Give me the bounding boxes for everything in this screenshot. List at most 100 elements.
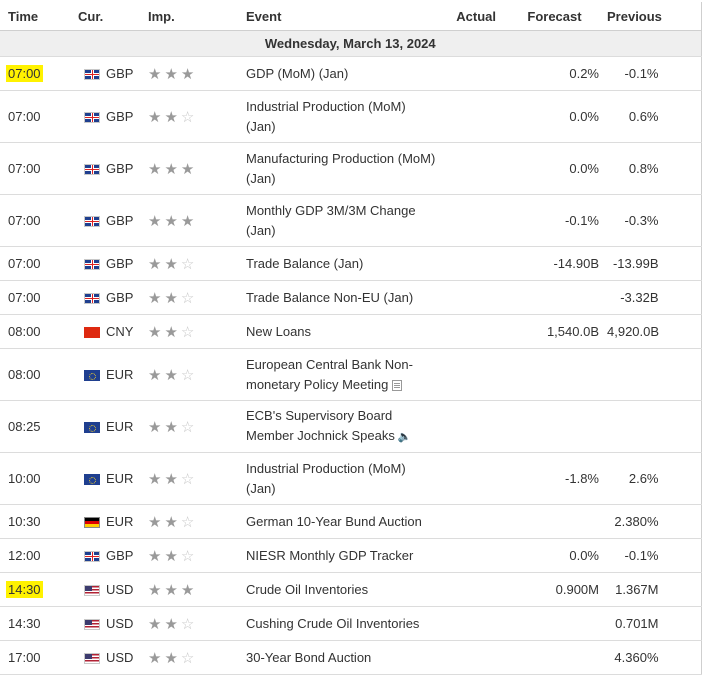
table-row[interactable]: 07:00 GBP ★ ★ ★ Monthly GDP 3M/3M Change (Jan… bbox=[0, 194, 702, 247]
event-name-link[interactable]: 30-Year Bond Auction bbox=[246, 649, 372, 665]
currency-code: GBP bbox=[106, 66, 134, 81]
cell-time: 08:25 bbox=[0, 400, 72, 453]
speaker-icon[interactable]: 🔈 bbox=[397, 431, 412, 443]
table-row[interactable]: 10:30 EUR ★ ★ ☆ German 10-Year Bund Auction 2.… bbox=[0, 504, 702, 539]
cell-forecast bbox=[502, 400, 607, 453]
flag-gb-icon bbox=[84, 216, 100, 228]
table-row[interactable]: 14:30 USD ★ ★ ☆ Cushing Crude Oil Inventories… bbox=[0, 606, 702, 641]
cell-forecast: 0.900M bbox=[502, 572, 607, 607]
event-time: 07:00 bbox=[8, 161, 41, 176]
cell-event[interactable]: New Loans bbox=[242, 314, 442, 349]
cell-event[interactable]: GDP (MoM) (Jan) bbox=[242, 56, 442, 91]
table-row[interactable]: 17:00 USD ★ ★ ☆ 30-Year Bond Auction 4.360% bbox=[0, 640, 702, 675]
table-row[interactable]: 07:00 GBP ★ ★ ☆ Trade Balance (Jan) -14.90B -13… bbox=[0, 246, 702, 281]
event-name-link[interactable]: Trade Balance (Jan) bbox=[246, 255, 364, 271]
cell-event[interactable]: Manufacturing Production (MoM) (Jan) bbox=[242, 142, 442, 195]
star-empty-icon: ☆ bbox=[180, 513, 195, 531]
document-icon[interactable] bbox=[392, 379, 403, 391]
event-name-link[interactable]: Manufacturing Production (MoM) (Jan) bbox=[246, 150, 436, 186]
event-name-link[interactable]: GDP (MoM) (Jan) bbox=[246, 65, 349, 81]
event-name-link[interactable]: Monthly GDP 3M/3M Change (Jan) bbox=[246, 202, 416, 238]
date-row: Wednesday, March 13, 2024 bbox=[0, 30, 702, 57]
cell-event[interactable]: Trade Balance (Jan) bbox=[242, 246, 442, 281]
cell-event[interactable]: Cushing Crude Oil Inventories bbox=[242, 606, 442, 641]
header-forecast[interactable]: Forecast bbox=[502, 2, 607, 31]
table-row[interactable]: 07:00 GBP ★ ★ ☆ Trade Balance Non-EU (Jan) -3.… bbox=[0, 280, 702, 315]
cell-time: 17:00 bbox=[0, 640, 72, 675]
header-event[interactable]: Event bbox=[242, 2, 442, 31]
cell-importance: ★ ★ ☆ bbox=[142, 246, 242, 281]
table-row[interactable]: 07:00 GBP ★ ★ ★ Manufacturing Production (MoM… bbox=[0, 142, 702, 195]
star-filled-icon: ★ bbox=[164, 470, 178, 488]
table-row[interactable]: 12:00 GBP ★ ★ ☆ NIESR Monthly GDP Tracker 0.0%… bbox=[0, 538, 702, 573]
currency-code: USD bbox=[106, 582, 134, 597]
cell-event[interactable]: NIESR Monthly GDP Tracker bbox=[242, 538, 442, 573]
event-time: 08:25 bbox=[8, 419, 41, 434]
cell-time: 10:00 bbox=[0, 452, 72, 505]
table-row[interactable]: 07:00 GBP ★ ★ ★ GDP (MoM) (Jan) 0.2% -0.1% bbox=[0, 56, 702, 91]
event-name-link[interactable]: Cushing Crude Oil Inventories bbox=[246, 615, 420, 631]
currency-code: EUR bbox=[106, 514, 134, 529]
cell-importance: ★ ★ ☆ bbox=[142, 640, 242, 675]
star-filled-icon: ★ bbox=[164, 615, 178, 633]
currency-code: EUR bbox=[106, 419, 134, 434]
table-row[interactable]: 14:30 USD ★ ★ ★ Crude Oil Inventories 0.900M 1.… bbox=[0, 572, 702, 607]
cell-forecast: 0.2% bbox=[502, 56, 607, 91]
event-time: 14:30 bbox=[8, 616, 41, 631]
cell-event[interactable]: Industrial Production (MoM) (Jan) bbox=[242, 452, 442, 505]
event-name-link[interactable]: Trade Balance Non-EU (Jan) bbox=[246, 289, 414, 305]
flag-gb-icon bbox=[84, 259, 100, 271]
header-actual[interactable]: Actual bbox=[442, 2, 502, 31]
cell-event[interactable]: European Central Bank Non-monetary Polic… bbox=[242, 348, 442, 401]
star-filled-icon: ★ bbox=[180, 65, 195, 83]
star-filled-icon: ★ bbox=[164, 212, 178, 230]
cell-event[interactable]: 30-Year Bond Auction bbox=[242, 640, 442, 675]
cell-previous: -0.1% bbox=[607, 538, 702, 573]
header-currency[interactable]: Cur. bbox=[72, 2, 142, 31]
cell-event[interactable]: Monthly GDP 3M/3M Change (Jan) bbox=[242, 194, 442, 247]
event-name-link[interactable]: NIESR Monthly GDP Tracker bbox=[246, 547, 414, 563]
star-filled-icon: ★ bbox=[148, 160, 162, 178]
flag-us-icon bbox=[84, 585, 100, 597]
cell-importance: ★ ★ ☆ bbox=[142, 504, 242, 539]
event-name-link[interactable]: Industrial Production (MoM) (Jan) bbox=[246, 98, 406, 134]
cell-time: 14:30 bbox=[0, 572, 72, 607]
header-time[interactable]: Time bbox=[0, 2, 72, 31]
event-name-link[interactable]: German 10-Year Bund Auction bbox=[246, 513, 422, 529]
cell-event[interactable]: Crude Oil Inventories bbox=[242, 572, 442, 607]
cell-currency: EUR bbox=[72, 452, 142, 505]
cell-forecast: 0.0% bbox=[502, 90, 607, 143]
table-row[interactable]: 08:25 EUR ★ ★ ☆ ECB's Supervisory Board Membe… bbox=[0, 400, 702, 453]
star-filled-icon: ★ bbox=[164, 547, 178, 565]
table-row[interactable]: 10:00 EUR ★ ★ ☆ Industrial Production (MoM) (… bbox=[0, 452, 702, 505]
cell-actual bbox=[442, 56, 502, 91]
cell-importance: ★ ★ ☆ bbox=[142, 606, 242, 641]
header-previous[interactable]: Previous bbox=[607, 2, 702, 31]
event-name-link[interactable]: Crude Oil Inventories bbox=[246, 581, 369, 597]
currency-code: GBP bbox=[106, 161, 134, 176]
date-label: Wednesday, March 13, 2024 bbox=[0, 30, 702, 57]
event-time: 14:30 bbox=[6, 581, 43, 598]
cell-event[interactable]: Industrial Production (MoM) (Jan) bbox=[242, 90, 442, 143]
event-time: 07:00 bbox=[6, 65, 43, 82]
currency-code: CNY bbox=[106, 324, 134, 339]
cell-event[interactable]: German 10-Year Bund Auction bbox=[242, 504, 442, 539]
header-importance[interactable]: Imp. bbox=[142, 2, 242, 31]
table-row[interactable]: 08:00 CNY ★ ★ ☆ New Loans 1,540.0B 4,920.0B bbox=[0, 314, 702, 349]
table-row[interactable]: 08:00 EUR ★ ★ ☆ European Central Bank Non-mon… bbox=[0, 348, 702, 401]
event-name-link[interactable]: Industrial Production (MoM) (Jan) bbox=[246, 460, 406, 496]
cell-event[interactable]: ECB's Supervisory Board Member Jochnick … bbox=[242, 400, 442, 453]
star-filled-icon: ★ bbox=[148, 649, 162, 667]
cell-event[interactable]: Trade Balance Non-EU (Jan) bbox=[242, 280, 442, 315]
table-row[interactable]: 07:00 GBP ★ ★ ☆ Industrial Production (MoM) (… bbox=[0, 90, 702, 143]
star-filled-icon: ★ bbox=[164, 255, 178, 273]
cell-previous: 0.6% bbox=[607, 90, 702, 143]
cell-actual bbox=[442, 348, 502, 401]
cell-forecast bbox=[502, 606, 607, 641]
event-name-link[interactable]: New Loans bbox=[246, 323, 312, 339]
event-name-link[interactable]: ECB's Supervisory Board Member Jochnick … bbox=[246, 408, 395, 443]
event-name-link[interactable]: European Central Bank Non-monetary Polic… bbox=[246, 356, 413, 392]
star-empty-icon: ☆ bbox=[180, 366, 195, 384]
cell-importance: ★ ★ ★ bbox=[142, 56, 242, 91]
cell-currency: EUR bbox=[72, 400, 142, 453]
